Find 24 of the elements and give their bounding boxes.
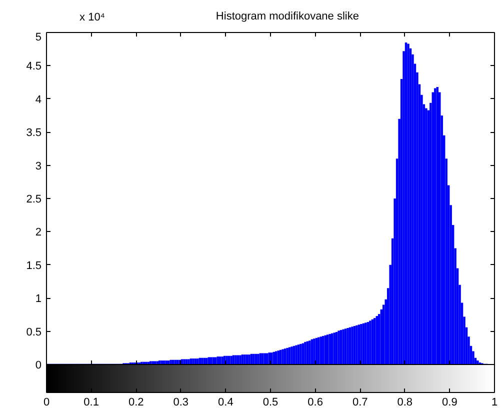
- x-tick-label: 0.6: [308, 396, 323, 408]
- x-tick-label: 0.1: [84, 396, 99, 408]
- x-tick-label: 0.2: [128, 396, 144, 408]
- y-tick-label: 3: [35, 160, 42, 172]
- x-tick-label: 0.3: [173, 396, 189, 408]
- y-tick-label: 3.5: [26, 127, 42, 140]
- y-tick-label: 0.5: [26, 326, 42, 338]
- y-tick-label: 1.5: [26, 260, 42, 272]
- chart-title: Histogram modifikovane slike: [216, 10, 359, 22]
- y-tick-label: 4.5: [26, 60, 42, 73]
- text: x 10⁴: [80, 12, 106, 24]
- x-tick-label: 0.8: [397, 396, 413, 408]
- y-tick-label: 2: [35, 226, 42, 239]
- y-tick-label: 5: [35, 32, 42, 44]
- x-tick-label: 0: [43, 396, 50, 408]
- y-tick-label: 2.5: [26, 194, 42, 206]
- x-tick-label: 0.7: [352, 396, 368, 408]
- x-tick-label: 1: [491, 396, 498, 408]
- y-tick-label: 1: [35, 293, 42, 306]
- y-tick-label: 4: [35, 94, 42, 106]
- x-tick-label: 0.4: [218, 396, 234, 408]
- x-tick-label: 0.9: [442, 396, 458, 408]
- y-tick-label: 0: [35, 360, 42, 372]
- x-tick-label: 0.5: [262, 396, 278, 408]
